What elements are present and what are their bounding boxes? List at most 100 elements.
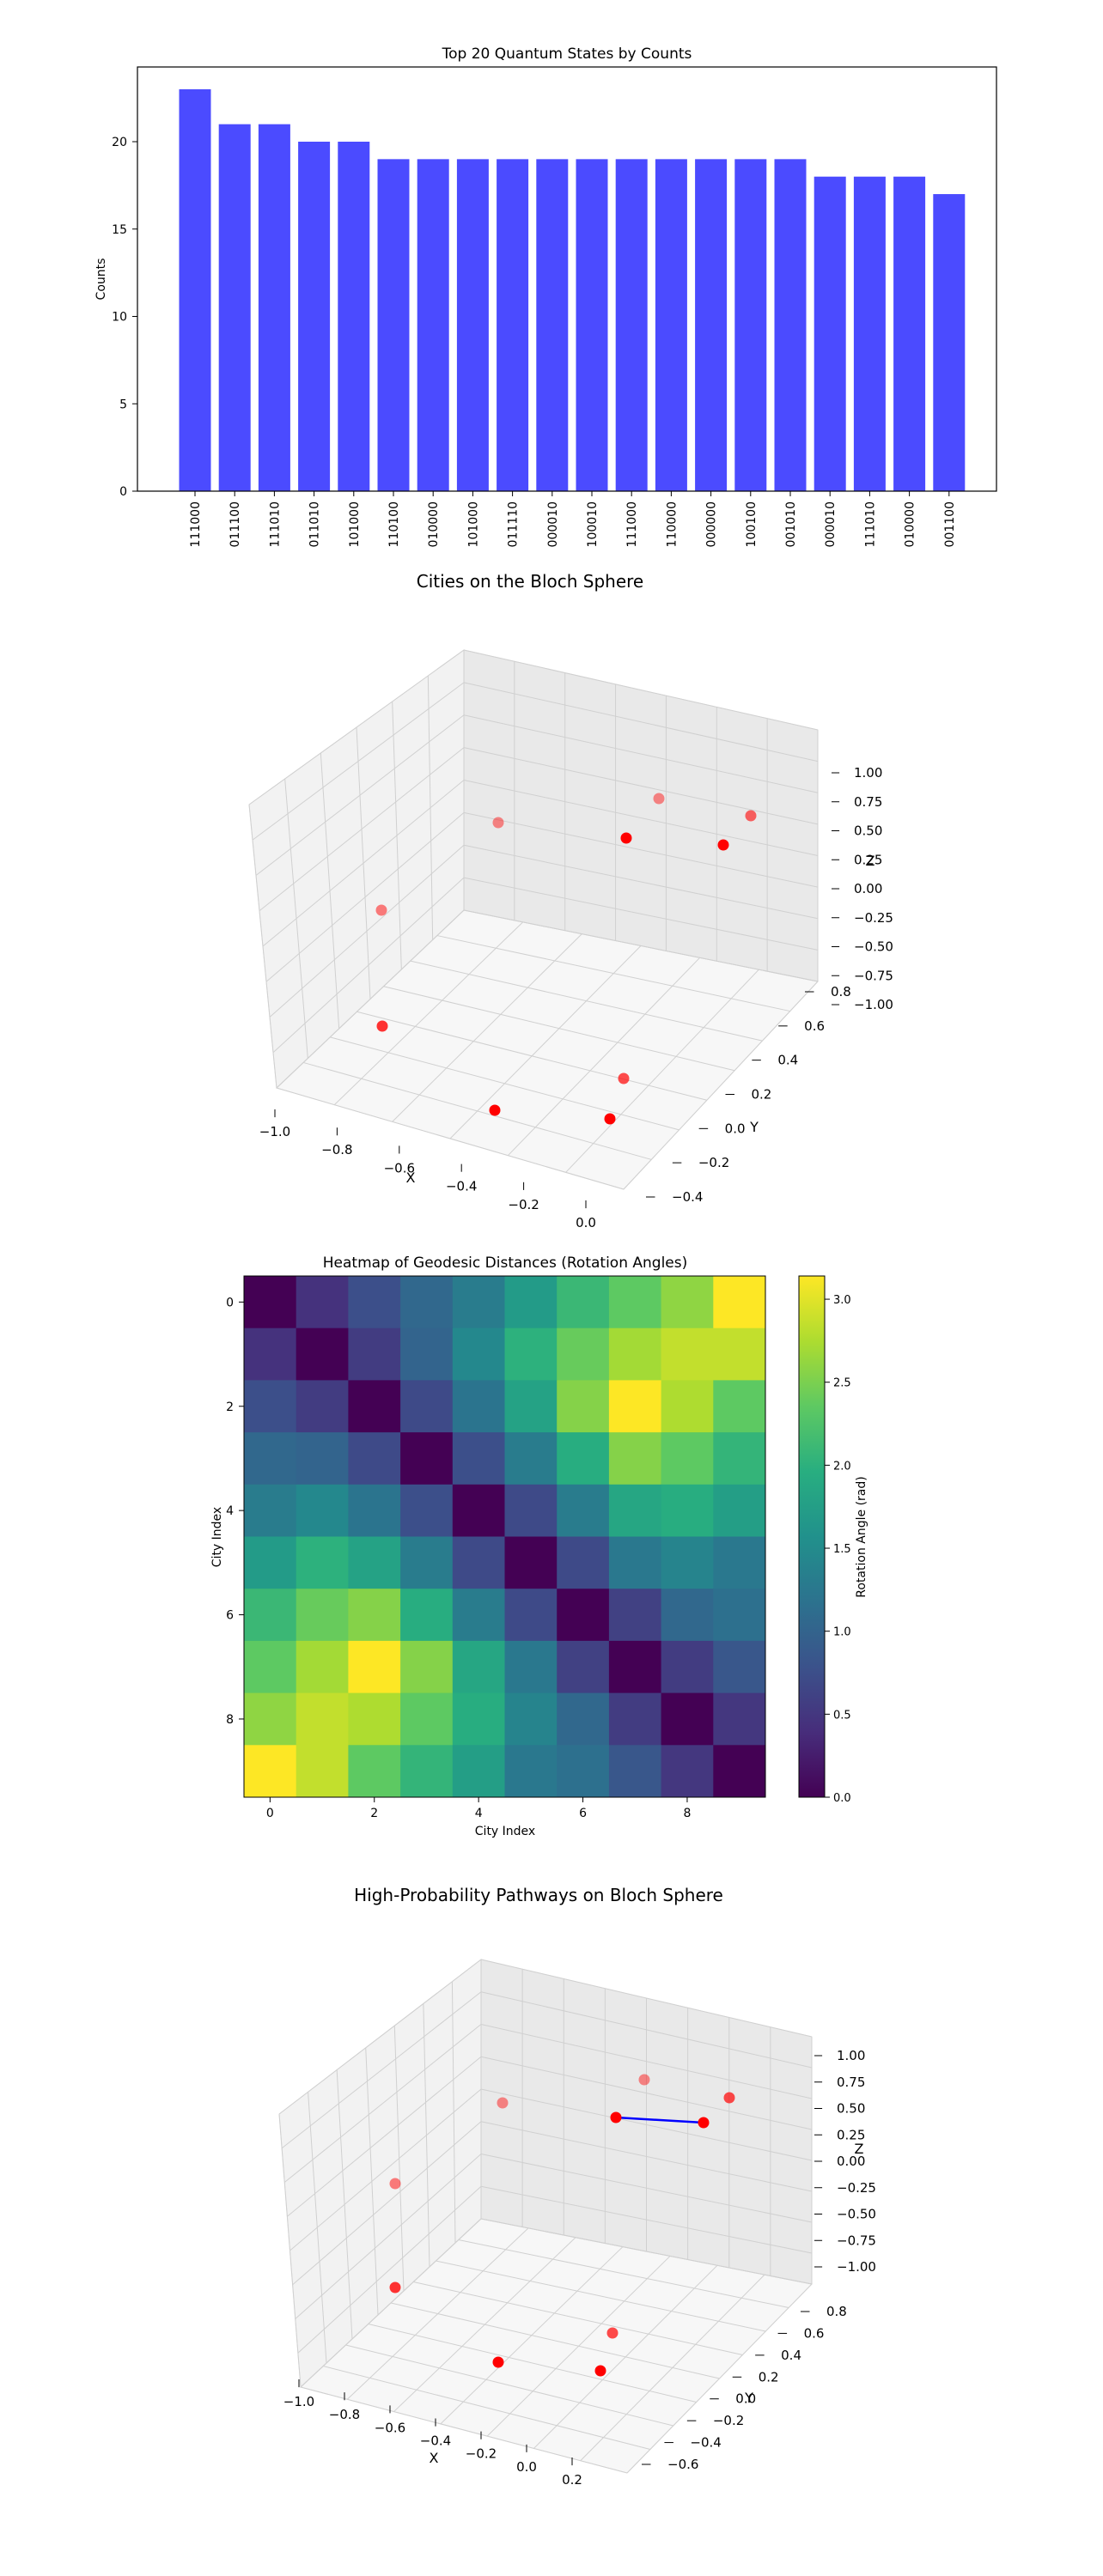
- x-tick-label: 011100: [229, 501, 242, 547]
- bloch-cities-zlabel: Z: [866, 853, 875, 869]
- heatmap-cell: [557, 1536, 610, 1589]
- grid-line: [463, 714, 819, 793]
- x-tick-label: 111010: [863, 501, 877, 547]
- heatmap-cell: [348, 1640, 401, 1694]
- heatmap-cell: [608, 1745, 662, 1798]
- grid-line: [480, 2185, 813, 2254]
- pathway-line: [615, 2116, 704, 2124]
- x-tick-label: 0: [266, 1807, 274, 1820]
- heatmap-cell: [608, 1276, 662, 1329]
- heatmap-chart: Heatmap of Geodesic Distances (Rotation …: [210, 1255, 868, 1838]
- y-tick-label: 8: [226, 1713, 234, 1727]
- heatmap-cell: [713, 1276, 766, 1329]
- heatmap-cell: [504, 1692, 558, 1746]
- heatmap-cell: [557, 1327, 610, 1381]
- colorbar-tick-label: 0.5: [833, 1709, 851, 1722]
- grid-line: [323, 2366, 650, 2450]
- colorbar-ticks: 0.0 0.5 1.0 1.5 2.0 2.5 3.0: [825, 1294, 851, 1805]
- tick-label: −0.4: [446, 1179, 477, 1194]
- heatmap-cell: [504, 1640, 558, 1694]
- heatmap-cell: [348, 1276, 401, 1329]
- city-point: [492, 817, 504, 829]
- bar-chart-y-ticks: 0 5 10 15 20: [112, 136, 137, 499]
- tick-label: 0.4: [781, 2348, 801, 2363]
- heatmap-cell: [400, 1276, 454, 1329]
- tick-label: 0.00: [837, 2154, 865, 2169]
- bloch-pathways-points: [389, 2074, 735, 2377]
- heatmap-cell: [661, 1745, 714, 1798]
- bloch-pathways-chart: High-Probability Pathways on Bloch Spher…: [278, 1885, 876, 2488]
- city-point: [594, 2365, 606, 2377]
- heatmap-cell: [400, 1536, 454, 1589]
- grid-line: [458, 2239, 789, 2308]
- bar-chart-bars: [179, 88, 966, 492]
- heatmap-cell: [661, 1327, 714, 1381]
- bar: [814, 176, 846, 491]
- bloch-cities-grid: [248, 649, 819, 1190]
- bar: [853, 176, 886, 491]
- grid-line: [281, 1991, 482, 2149]
- heatmap-cell: [608, 1327, 662, 1381]
- grid-line: [392, 933, 582, 1122]
- colorbar-tick-label: 1.0: [833, 1626, 851, 1639]
- heatmap-cell: [452, 1692, 505, 1746]
- grid-line: [383, 986, 735, 1072]
- tick-label: 0.2: [562, 2472, 582, 2488]
- heatmap-cell: [296, 1432, 349, 1485]
- grid-line: [289, 2088, 482, 2251]
- x-tick-label: 000000: [705, 501, 719, 547]
- heatmap-ylabel: City Index: [210, 1507, 224, 1567]
- heatmap-cell: [608, 1380, 662, 1433]
- bar-chart-ylabel: Counts: [94, 258, 108, 301]
- heatmap-cell: [713, 1536, 766, 1589]
- city-point: [620, 832, 632, 844]
- heatmap-cell: [244, 1432, 297, 1485]
- grid-line: [463, 780, 819, 856]
- heatmap-cell: [608, 1589, 662, 1642]
- heatmap-cell: [296, 1589, 349, 1642]
- heatmap-cell: [557, 1276, 610, 1329]
- grid-line: [278, 1959, 482, 2115]
- bar: [298, 142, 331, 491]
- heatmap-cell: [296, 1484, 349, 1537]
- tick-label: 0.4: [777, 1053, 798, 1068]
- heatmap-cell: [348, 1536, 401, 1589]
- grid-line: [480, 2121, 813, 2192]
- tick-label: 0.75: [854, 794, 882, 810]
- grid-line: [295, 2154, 482, 2319]
- heatmap-cell: [452, 1745, 505, 1798]
- grid-line: [463, 811, 819, 888]
- bar: [536, 159, 569, 491]
- heatmap-cell: [504, 1484, 558, 1537]
- city-point: [492, 2356, 504, 2368]
- heatmap-cell: [608, 1692, 662, 1746]
- city-point: [604, 1113, 616, 1125]
- y-tick-label: 20: [112, 136, 127, 149]
- grid-line: [565, 969, 759, 1173]
- grid-line: [480, 2154, 813, 2223]
- city-point: [618, 1072, 630, 1084]
- tick-label: −1.0: [283, 2394, 314, 2409]
- y-tick-label: 10: [112, 311, 127, 325]
- grid-line: [259, 747, 465, 912]
- grid-line: [283, 2024, 482, 2183]
- grid-line: [297, 2185, 482, 2354]
- bloch-cities-ylabel: Y: [749, 1119, 759, 1135]
- heatmap-cell: [244, 1589, 297, 1642]
- grid-line: [463, 682, 819, 762]
- grid-line: [248, 649, 465, 805]
- bloch-pathways-path: [615, 2116, 704, 2124]
- tick-label: 0.25: [854, 852, 882, 867]
- bar-chart-title: Top 20 Quantum States by Counts: [442, 46, 692, 63]
- tick-label: −0.2: [466, 2446, 497, 2462]
- tick-label: 1.00: [854, 765, 882, 781]
- heatmap-cell: [452, 1276, 505, 1329]
- x-tick-label: 8: [683, 1807, 691, 1820]
- bar: [179, 88, 211, 491]
- grid-line: [276, 1087, 625, 1190]
- heatmap-cell: [504, 1327, 558, 1381]
- city-point: [389, 2281, 401, 2293]
- tick-label: 0.6: [804, 1018, 825, 1034]
- bar: [615, 159, 648, 491]
- tick-label: −1.00: [837, 2259, 876, 2275]
